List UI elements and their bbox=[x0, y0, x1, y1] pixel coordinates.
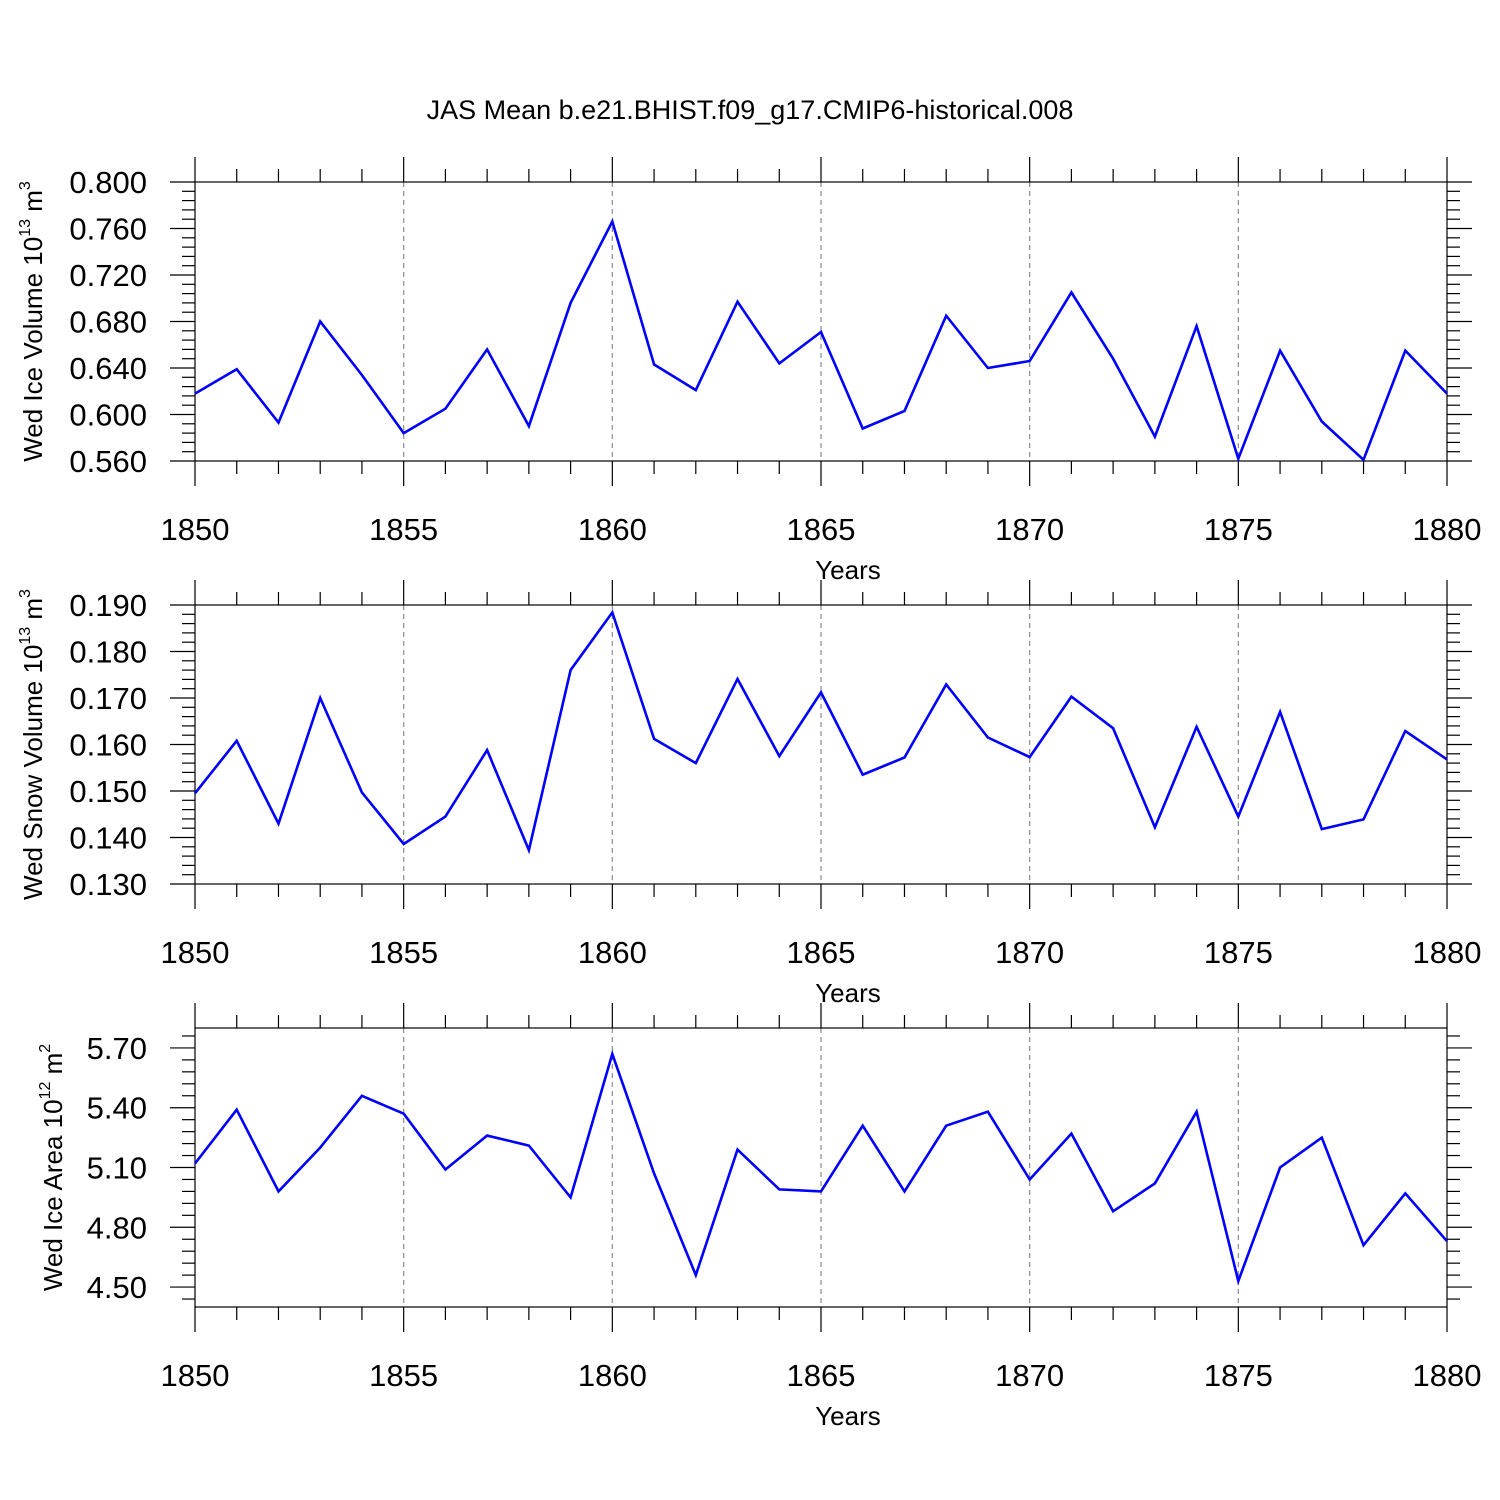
y-axis-label-text: Wed Snow Volume 10 bbox=[18, 645, 48, 900]
x-axis-label: Years bbox=[815, 1401, 881, 1431]
x-axis-label: Years bbox=[815, 978, 881, 1008]
y-tick-label: 5.10 bbox=[87, 1151, 147, 1186]
x-tick-label: 1865 bbox=[787, 512, 856, 547]
x-tick-label: 1880 bbox=[1413, 1358, 1482, 1393]
chart-panel-2: 0.130 0.140 0.150 0.160 0.170 0.180 0.190 1850 1… bbox=[17, 580, 1481, 1008]
y-axis-label: Wed Ice Area 1012 m2 bbox=[37, 1044, 68, 1291]
x-tick-label: 1860 bbox=[578, 512, 647, 547]
series-line bbox=[193, 1049, 1448, 1286]
y-tick-label: 0.600 bbox=[69, 398, 147, 433]
y-axis-label-unit: m bbox=[38, 1053, 68, 1082]
x-tick-label: 1860 bbox=[578, 1358, 647, 1393]
x-tick-label: 1875 bbox=[1204, 935, 1273, 970]
y-axis-label-unit: m bbox=[18, 190, 48, 219]
x-tick-label: 1865 bbox=[787, 935, 856, 970]
y-tick-label: 0.680 bbox=[69, 305, 147, 340]
figure-title: JAS Mean b.e21.BHIST.f09_g17.CMIP6-histo… bbox=[427, 95, 1074, 125]
x-tick-label: 1880 bbox=[1413, 512, 1482, 547]
x-tick-label: 1870 bbox=[995, 512, 1064, 547]
panels: 0.560 0.600 0.640 0.680 0.720 0.760 0.800 1850 1… bbox=[17, 157, 1481, 1431]
y-tick-label: 0.160 bbox=[69, 728, 147, 763]
y-tick-label: 0.560 bbox=[69, 444, 147, 479]
x-tick-label: 1860 bbox=[578, 935, 647, 970]
x-tick-label: 1855 bbox=[369, 935, 438, 970]
y-tick-label: 5.40 bbox=[87, 1091, 147, 1126]
y-tick-label: 0.760 bbox=[69, 212, 147, 247]
x-tick-label: 1850 bbox=[161, 935, 230, 970]
y-axis-label: Wed Snow Volume 1013 m3 bbox=[17, 589, 48, 900]
y-axis-label-text: Wed Ice Volume 10 bbox=[18, 237, 48, 462]
x-tick-label: 1870 bbox=[995, 1358, 1064, 1393]
y-axis-label-exponent: 13 bbox=[17, 627, 34, 645]
y-axis-label-exponent: 13 bbox=[17, 219, 34, 237]
x-tick-label: 1870 bbox=[995, 935, 1064, 970]
y-axis-label-unit-exponent: 2 bbox=[37, 1044, 54, 1053]
x-tick-label: 1855 bbox=[369, 1358, 438, 1393]
y-tick-label: 0.140 bbox=[69, 821, 147, 856]
y-tick-label: 0.800 bbox=[69, 165, 147, 200]
y-tick-label: 4.80 bbox=[87, 1210, 147, 1245]
x-tick-label: 1880 bbox=[1413, 935, 1482, 970]
y-tick-label: 0.170 bbox=[69, 681, 147, 716]
x-tick-label: 1850 bbox=[161, 512, 230, 547]
y-tick-label: 4.50 bbox=[87, 1270, 147, 1305]
y-axis-label-exponent: 12 bbox=[37, 1082, 54, 1100]
y-tick-label: 0.130 bbox=[69, 867, 147, 902]
x-tick-label: 1850 bbox=[161, 1358, 230, 1393]
y-tick-label: 0.640 bbox=[69, 351, 147, 386]
y-axis-label: Wed Ice Volume 1013 m3 bbox=[17, 181, 48, 462]
series-line bbox=[193, 609, 1448, 855]
y-axis-label-unit-exponent: 3 bbox=[17, 181, 34, 190]
y-axis-label-text: Wed Ice Area 10 bbox=[38, 1099, 68, 1291]
y-tick-label: 0.720 bbox=[69, 258, 147, 293]
chart-panel-3: 4.50 4.80 5.10 5.40 5.70 1850 1855 1860 1865 1870… bbox=[37, 1003, 1481, 1431]
x-axis-label: Years bbox=[815, 555, 881, 585]
chart-panel-1: 0.560 0.600 0.640 0.680 0.720 0.760 0.800 1850 1… bbox=[17, 157, 1481, 585]
x-tick-label: 1865 bbox=[787, 1358, 856, 1393]
y-tick-label: 0.190 bbox=[69, 588, 147, 623]
series-line bbox=[194, 218, 1448, 463]
y-axis-label-unit-exponent: 3 bbox=[17, 589, 34, 598]
x-tick-label: 1875 bbox=[1204, 1358, 1273, 1393]
x-tick-label: 1875 bbox=[1204, 512, 1273, 547]
y-tick-label: 0.180 bbox=[69, 635, 147, 670]
y-tick-label: 0.150 bbox=[69, 774, 147, 809]
x-tick-label: 1855 bbox=[369, 512, 438, 547]
y-tick-label: 5.70 bbox=[87, 1031, 147, 1066]
y-axis-label-unit: m bbox=[18, 598, 48, 627]
